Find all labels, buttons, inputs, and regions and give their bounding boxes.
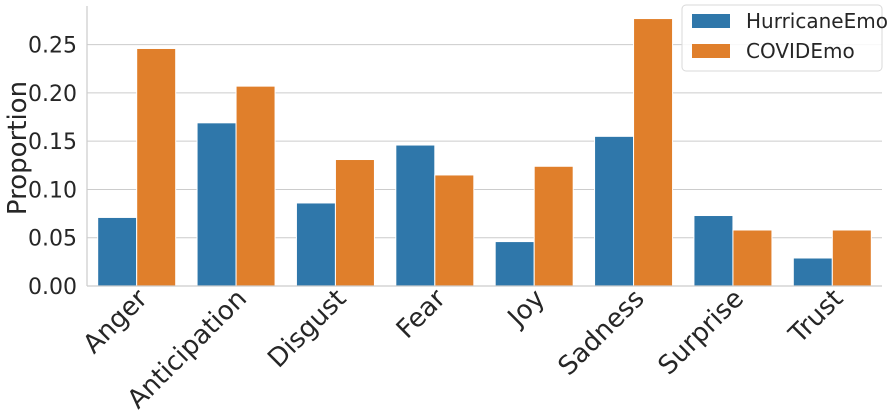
bar-hurricaneemo-disgust: [295, 202, 336, 287]
legend-swatch: [692, 44, 730, 58]
x-tick-label: Disgust: [262, 284, 352, 374]
legend-label: HurricaneEmo: [746, 9, 888, 33]
y-axis-title: Proportion: [3, 81, 33, 215]
x-tick-label: Trust: [783, 284, 849, 350]
x-tick-label: Fear: [391, 284, 452, 345]
bar-hurricaneemo-surprise: [693, 215, 734, 287]
legend: HurricaneEmo COVIDEmo: [681, 4, 888, 72]
legend-swatch: [692, 14, 730, 28]
x-tick-label: Joy: [501, 284, 551, 334]
y-tick-label: 0.10: [28, 178, 77, 203]
bar-hurricaneemo-fear: [395, 144, 436, 287]
legend-label: COVIDEmo: [746, 39, 855, 63]
bar-covidemo-trust: [831, 229, 872, 287]
x-tick-label: Anger: [78, 284, 154, 360]
x-tick-label: Sadness: [553, 284, 651, 382]
y-tick-label: 0.20: [28, 82, 77, 107]
axes: [86, 6, 882, 287]
bar-hurricaneemo-anger: [97, 216, 138, 287]
bar-covidemo-surprise: [732, 229, 773, 287]
bar-covidemo-sadness: [633, 18, 674, 287]
bar-covidemo-fear: [434, 174, 475, 287]
bar-hurricaneemo-sadness: [594, 135, 635, 287]
y-tick-label: 0.05: [28, 227, 77, 252]
bar-hurricaneemo-anticipation: [196, 122, 237, 287]
y-tick-label: 0.15: [28, 130, 77, 155]
bar-covidemo-disgust: [334, 159, 375, 287]
y-tick-label: 0.25: [28, 34, 77, 59]
y-tick-label: 0.00: [28, 275, 77, 300]
y-tick-labels: 0.00 0.05 0.10 0.15 0.20 0.25: [28, 34, 77, 300]
legend-box: [681, 4, 883, 72]
bar-hurricaneemo-trust: [792, 257, 833, 287]
bar-covidemo-anticipation: [235, 85, 276, 287]
bar-covidemo-joy: [533, 165, 574, 287]
bars: [97, 18, 872, 287]
bar-covidemo-anger: [136, 47, 177, 287]
bar-hurricaneemo-joy: [494, 241, 535, 287]
x-tick-label: Surprise: [653, 284, 750, 381]
